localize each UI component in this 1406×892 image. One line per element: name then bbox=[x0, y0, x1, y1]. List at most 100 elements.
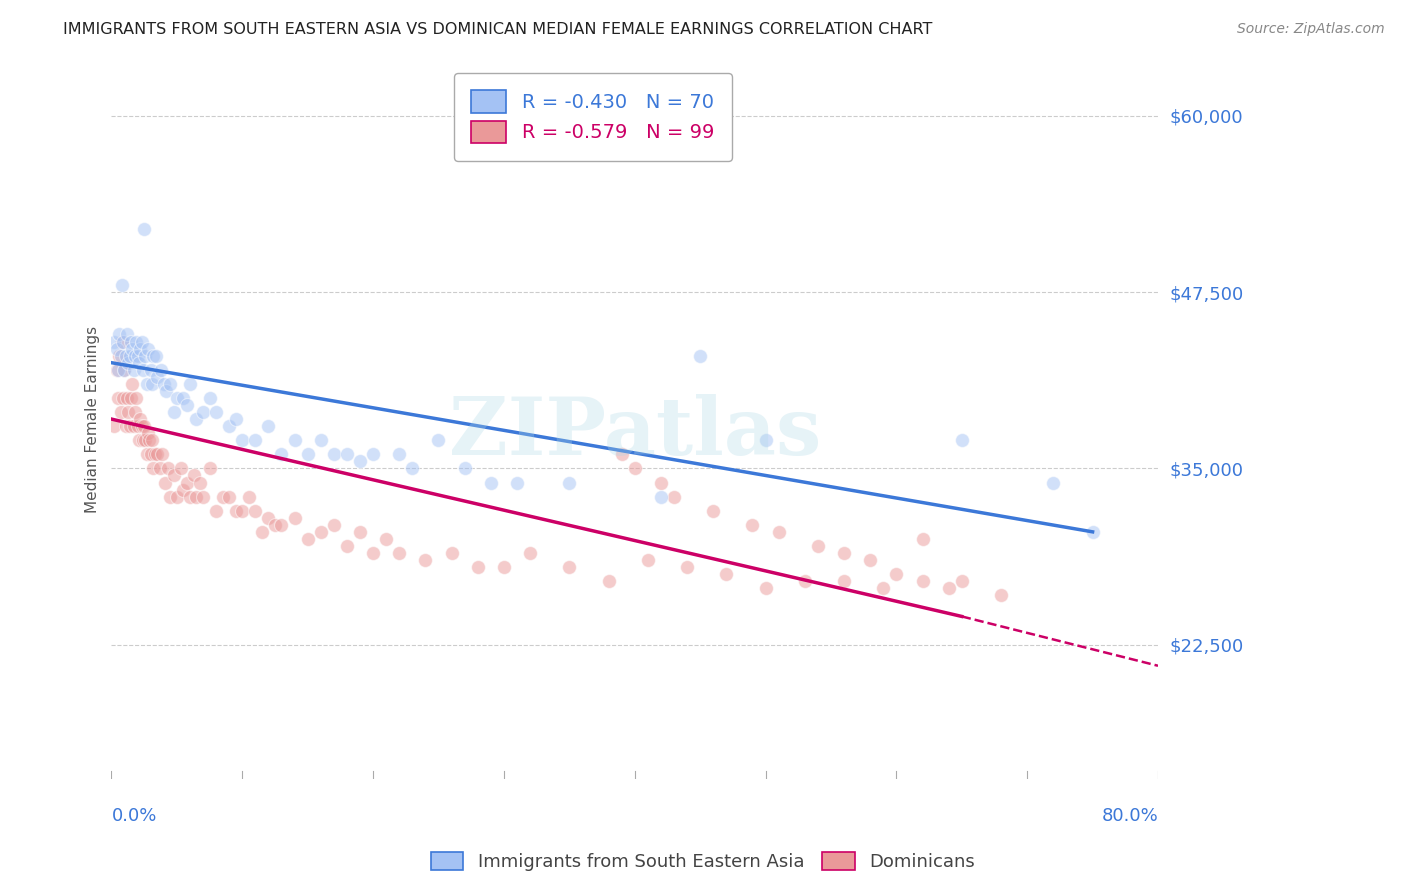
Point bbox=[336, 539, 359, 553]
Point bbox=[191, 490, 214, 504]
Point bbox=[176, 475, 198, 490]
Point bbox=[112, 334, 135, 349]
Point bbox=[257, 510, 280, 524]
Point bbox=[159, 376, 181, 391]
Point bbox=[125, 334, 148, 349]
Point bbox=[558, 475, 581, 490]
Point bbox=[492, 560, 515, 574]
Point bbox=[111, 334, 134, 349]
Point bbox=[132, 434, 155, 448]
Point bbox=[623, 461, 645, 475]
Point bbox=[124, 349, 146, 363]
Point bbox=[284, 510, 307, 524]
Point bbox=[152, 447, 174, 461]
Text: ZIPatlas: ZIPatlas bbox=[449, 394, 821, 473]
Point bbox=[122, 419, 145, 434]
Point bbox=[911, 532, 934, 546]
Point bbox=[211, 490, 233, 504]
Point bbox=[662, 490, 685, 504]
Point bbox=[859, 553, 882, 567]
Point bbox=[225, 412, 247, 426]
Point bbox=[132, 362, 155, 376]
Point bbox=[172, 483, 194, 497]
Point bbox=[807, 539, 830, 553]
Point bbox=[198, 461, 221, 475]
Point bbox=[186, 490, 208, 504]
Point bbox=[191, 405, 214, 419]
Point bbox=[128, 356, 150, 370]
Point bbox=[676, 560, 699, 574]
Point bbox=[118, 419, 141, 434]
Point bbox=[172, 391, 194, 405]
Point bbox=[128, 434, 150, 448]
Point bbox=[1081, 524, 1104, 539]
Point bbox=[938, 581, 960, 595]
Point bbox=[134, 221, 156, 235]
Point bbox=[139, 447, 162, 461]
Point bbox=[129, 342, 152, 356]
Y-axis label: Median Female Earnings: Median Female Earnings bbox=[86, 326, 100, 513]
Point bbox=[650, 490, 672, 504]
Point bbox=[163, 405, 186, 419]
Point bbox=[139, 362, 162, 376]
Point bbox=[135, 447, 157, 461]
Point bbox=[519, 546, 541, 560]
Point bbox=[134, 419, 156, 434]
Point bbox=[297, 532, 319, 546]
Point bbox=[309, 524, 332, 539]
Point bbox=[741, 517, 763, 532]
Point bbox=[124, 405, 146, 419]
Point bbox=[179, 490, 201, 504]
Point bbox=[121, 376, 143, 391]
Point bbox=[832, 574, 855, 589]
Point bbox=[146, 447, 169, 461]
Point bbox=[322, 447, 344, 461]
Point bbox=[146, 369, 169, 384]
Point bbox=[205, 504, 228, 518]
Point bbox=[637, 553, 659, 567]
Point bbox=[598, 574, 620, 589]
Point bbox=[205, 405, 228, 419]
Point bbox=[105, 342, 128, 356]
Point bbox=[110, 405, 132, 419]
Legend: R = -0.430   N = 70, R = -0.579   N = 99: R = -0.430 N = 70, R = -0.579 N = 99 bbox=[454, 73, 731, 161]
Point bbox=[479, 475, 502, 490]
Point bbox=[623, 856, 645, 871]
Point bbox=[105, 362, 128, 376]
Point bbox=[231, 434, 253, 448]
Point bbox=[610, 447, 633, 461]
Point bbox=[141, 376, 163, 391]
Point bbox=[832, 546, 855, 560]
Point bbox=[125, 391, 148, 405]
Point bbox=[453, 461, 475, 475]
Point bbox=[284, 434, 307, 448]
Point bbox=[163, 468, 186, 483]
Point bbox=[467, 560, 489, 574]
Point bbox=[145, 349, 167, 363]
Point bbox=[250, 524, 273, 539]
Text: 0.0%: 0.0% bbox=[111, 806, 157, 825]
Point bbox=[1042, 475, 1064, 490]
Point bbox=[950, 434, 973, 448]
Point bbox=[153, 475, 176, 490]
Point bbox=[134, 349, 156, 363]
Point bbox=[990, 588, 1012, 602]
Point bbox=[768, 524, 790, 539]
Point bbox=[134, 434, 156, 448]
Point bbox=[142, 461, 165, 475]
Point bbox=[225, 504, 247, 518]
Point bbox=[115, 391, 138, 405]
Point bbox=[120, 334, 142, 349]
Point bbox=[198, 391, 221, 405]
Point bbox=[218, 419, 240, 434]
Point bbox=[111, 278, 134, 293]
Point bbox=[558, 560, 581, 574]
Point bbox=[156, 461, 179, 475]
Point bbox=[270, 447, 292, 461]
Point bbox=[264, 517, 287, 532]
Point bbox=[117, 405, 139, 419]
Point bbox=[650, 475, 672, 490]
Point bbox=[138, 434, 160, 448]
Point bbox=[127, 419, 149, 434]
Point bbox=[716, 567, 738, 582]
